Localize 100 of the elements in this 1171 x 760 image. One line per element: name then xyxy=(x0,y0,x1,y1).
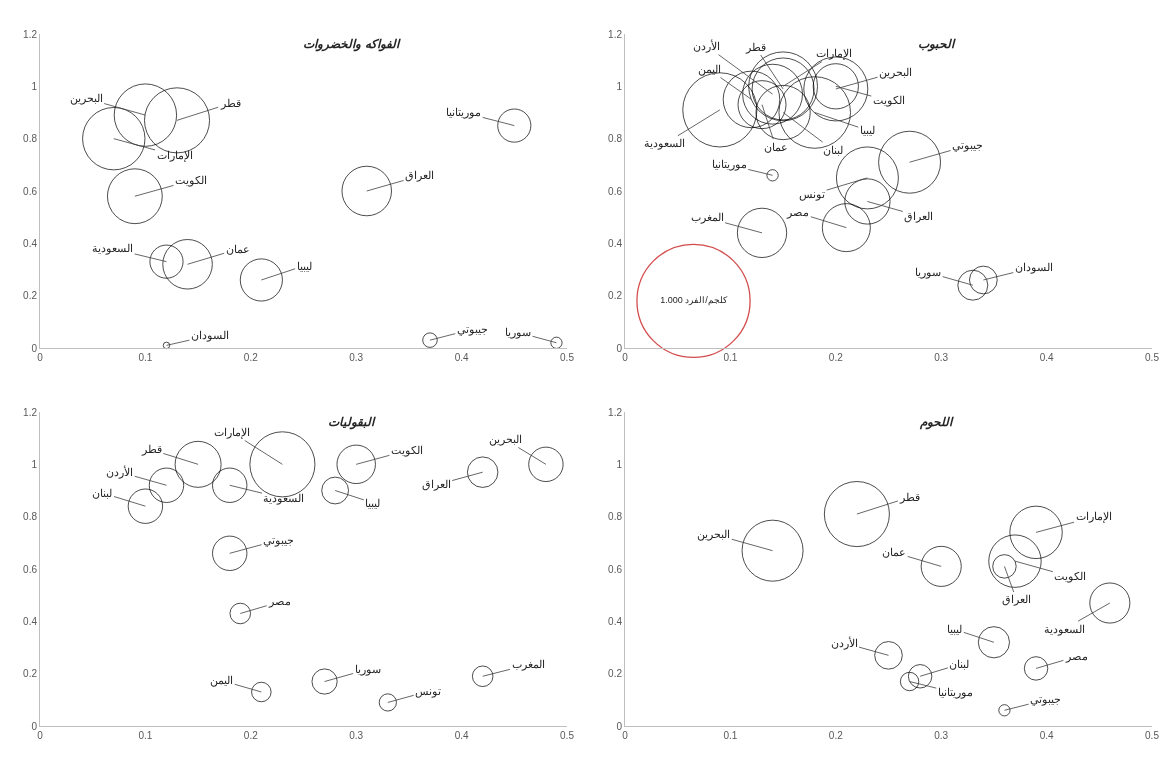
y-tick-label: 0.8 xyxy=(23,511,38,523)
annotation: قطر xyxy=(220,97,241,110)
y-tick-label: 0.2 xyxy=(608,290,623,302)
annotation: الأردن xyxy=(693,39,720,53)
x-tick-label: 0.1 xyxy=(723,352,738,363)
x-tick-label: 0.3 xyxy=(349,730,364,741)
y-tick-label: 1 xyxy=(616,458,623,470)
annotation: مصر xyxy=(1065,650,1088,663)
annotation: اليمن xyxy=(698,63,721,76)
x-tick-label: 0.2 xyxy=(828,730,844,741)
annotation: البحرين xyxy=(697,528,730,541)
annotation: العراق xyxy=(1002,593,1031,606)
y-tick-label: 0.4 xyxy=(23,237,38,249)
annotation: ليبيا xyxy=(860,124,875,136)
x-tick-label: 0.5 xyxy=(1145,730,1160,741)
x-tick-label: 0.2 xyxy=(243,352,259,363)
annotation: الكويت xyxy=(1054,570,1086,583)
x-tick-label: 0.1 xyxy=(138,730,153,741)
y-tick-label: 0 xyxy=(31,342,38,354)
annotation: الإمارات xyxy=(816,47,852,60)
annotation: السعودية xyxy=(644,137,685,150)
annotation: سوريا xyxy=(505,326,531,339)
y-tick-label: 0.8 xyxy=(23,133,38,145)
y-tick-label: 0 xyxy=(31,720,38,732)
annotation: موريتانيا xyxy=(712,158,747,171)
x-tick-label: 0.4 xyxy=(454,352,469,363)
annotation: المغرب xyxy=(512,658,545,671)
annotation: الكويت xyxy=(391,444,423,457)
y-tick-label: 1.2 xyxy=(23,406,38,418)
annotation: الأردن xyxy=(831,636,858,650)
x-tick-label: 0.3 xyxy=(934,730,949,741)
x-tick-label: 0.5 xyxy=(560,352,575,363)
annotation: العراق xyxy=(904,210,933,223)
annotation: السعودية xyxy=(1044,623,1085,636)
y-tick-label: 0 xyxy=(616,720,623,732)
y-tick-label: 0.2 xyxy=(23,290,38,302)
y-tick-label: 0 xyxy=(616,342,623,354)
legend-label: 1.000 كلجم/الفرد xyxy=(660,295,728,307)
annotation: الإمارات xyxy=(1076,510,1112,523)
annotation: تونس xyxy=(799,188,825,201)
y-tick-label: 0.8 xyxy=(608,511,623,523)
y-tick-label: 0.6 xyxy=(608,563,623,575)
annotation: المغرب xyxy=(691,211,724,224)
x-tick-label: 0.4 xyxy=(454,730,469,741)
y-tick-label: 0.4 xyxy=(23,615,38,627)
y-tick-label: 1 xyxy=(31,458,38,470)
y-tick-label: 1.2 xyxy=(608,406,623,418)
annotation: العراق xyxy=(405,169,434,182)
y-tick-label: 1.2 xyxy=(23,28,38,40)
annotation: ليبيا xyxy=(947,623,962,635)
y-tick-label: 0.6 xyxy=(608,185,623,197)
annotation: الكويت xyxy=(873,94,905,107)
annotation: الأردن xyxy=(106,465,133,479)
annotation: لبنان xyxy=(949,658,969,670)
annotation: الإمارات xyxy=(214,426,250,439)
annotation: البحرين xyxy=(879,66,912,79)
annotation: الإمارات xyxy=(157,149,193,162)
x-tick-label: 0.1 xyxy=(723,730,738,741)
y-tick-label: 1 xyxy=(31,80,38,92)
annotation: السودان xyxy=(191,329,229,342)
annotation: ليبيا xyxy=(297,260,312,272)
annotation: ليبيا xyxy=(365,497,380,509)
annotation: جيبوتي xyxy=(263,534,294,547)
annotation: سوريا xyxy=(915,266,941,279)
x-tick-label: 0.4 xyxy=(1039,352,1054,363)
annotation: السعودية xyxy=(92,242,133,255)
y-tick-label: 0.8 xyxy=(608,133,623,145)
annotation: جيبوتي xyxy=(952,139,983,152)
chart-title: الحبوب xyxy=(918,37,956,53)
y-tick-label: 1.2 xyxy=(608,28,623,40)
annotation: جيبوتي xyxy=(1030,693,1061,706)
y-tick-label: 0.4 xyxy=(608,615,623,627)
x-tick-label: 0.3 xyxy=(934,352,949,363)
annotation: الكويت xyxy=(175,174,207,187)
y-tick-label: 0.2 xyxy=(608,668,623,680)
annotation: سوريا xyxy=(355,663,381,676)
annotation: جيبوتي xyxy=(457,323,488,336)
y-tick-label: 0.2 xyxy=(23,668,38,680)
annotation: عمان xyxy=(882,546,906,558)
x-tick-label: 0.2 xyxy=(243,730,259,741)
annotation: موريتانيا xyxy=(446,106,481,119)
annotation: العراق xyxy=(422,478,451,491)
annotation: قطر xyxy=(141,443,162,456)
annotation: عمان xyxy=(226,243,250,255)
x-tick-label: 0.4 xyxy=(1039,730,1054,741)
annotation: البحرين xyxy=(489,433,522,446)
x-tick-label: 0.5 xyxy=(1145,352,1160,363)
chart-title: الفواكه والخضروات xyxy=(303,37,401,53)
y-tick-label: 0.4 xyxy=(608,237,623,249)
annotation: تونس xyxy=(415,685,441,698)
annotation: البحرين xyxy=(70,92,103,105)
annotation: مصر xyxy=(786,206,809,219)
annotation: موريتانيا xyxy=(938,686,973,699)
y-tick-label: 0.6 xyxy=(23,563,38,575)
x-tick-label: 0.1 xyxy=(138,352,153,363)
annotation: قطر xyxy=(899,491,920,504)
annotation: مصر xyxy=(268,595,291,608)
annotation: السعودية xyxy=(263,492,304,505)
chart-title: البقوليات xyxy=(328,415,376,431)
y-tick-label: 0.6 xyxy=(23,185,38,197)
